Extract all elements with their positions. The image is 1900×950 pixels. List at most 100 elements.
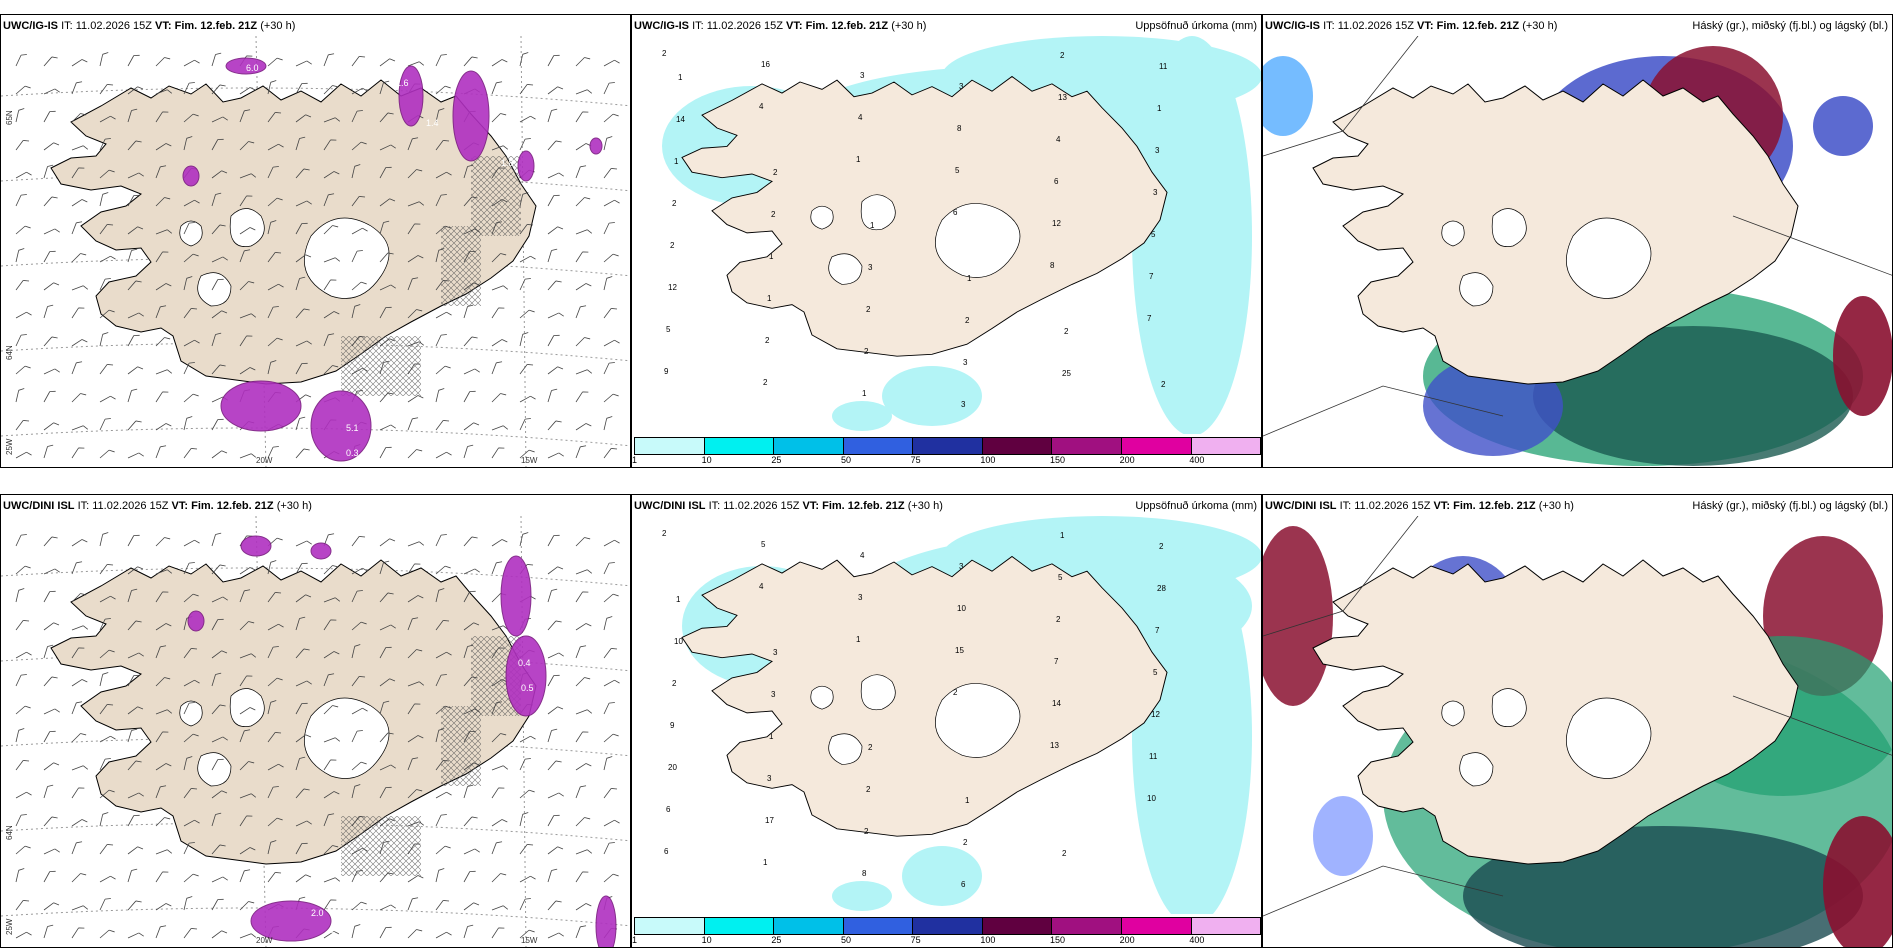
barb-flag (244, 589, 251, 592)
colorbar-label: 10 (701, 935, 712, 945)
barb-staff (463, 902, 474, 911)
barb-staff (71, 393, 81, 403)
precip-value: 2 (1060, 51, 1065, 60)
barb-staff (491, 733, 501, 743)
barb-staff (183, 679, 195, 687)
barb-flag (530, 875, 536, 880)
wind-barb (379, 764, 396, 771)
valid-time: VT: Fim. 12.feb. 21Z (171, 500, 274, 512)
barb-staff (155, 903, 167, 911)
barb-flag (306, 60, 312, 65)
wind-barb (407, 341, 425, 347)
barb-flag (502, 145, 509, 150)
barb-flag (551, 248, 558, 251)
colorbar-swatches (634, 917, 1261, 935)
wind-barb (43, 784, 54, 799)
barb-staff (379, 647, 387, 659)
barb-flag (389, 538, 396, 542)
wind-barb (71, 59, 88, 67)
wind-barb (435, 814, 447, 827)
precip-value: 2 (866, 785, 871, 794)
barb-staff (295, 703, 303, 715)
barb-flag (137, 86, 144, 90)
barb-staff (155, 677, 165, 687)
barb-flag (21, 334, 27, 336)
barb-staff (351, 676, 360, 687)
barb-staff (379, 82, 384, 95)
wind-barb (15, 365, 31, 375)
wind-barb (155, 763, 172, 771)
barb-staff (127, 86, 138, 95)
barb-flag (102, 192, 109, 195)
barb-flag (473, 282, 480, 286)
barb-staff (239, 675, 247, 687)
barb-flag (107, 84, 114, 86)
barb-flag (306, 340, 312, 345)
barb-staff (127, 250, 132, 263)
precip-value: 3 (868, 263, 873, 272)
barb-staff (15, 814, 22, 827)
barb-flag (246, 55, 253, 57)
barb-staff (183, 222, 190, 235)
barb-flag (612, 393, 619, 397)
wind-barb (43, 336, 58, 347)
precip-value: 11 (1149, 752, 1158, 761)
barb-flag (441, 194, 447, 196)
wind-barb (603, 702, 615, 715)
barb-staff (547, 535, 555, 547)
barb-flag (555, 760, 562, 763)
wind-barb (379, 538, 396, 547)
wind-barb (239, 901, 255, 911)
barb-staff (491, 842, 497, 855)
barb-staff (43, 251, 51, 263)
barb-flag (471, 56, 478, 59)
wind-barb (323, 791, 340, 799)
barb-flag (303, 168, 310, 171)
barb-flag (299, 416, 306, 419)
barb-flag (299, 896, 306, 899)
barb-flag (528, 929, 535, 933)
wind-barb (547, 534, 560, 547)
barb-staff (239, 367, 251, 375)
barb-flag (102, 532, 109, 535)
barb-staff (239, 453, 252, 459)
barb-flag (133, 814, 140, 816)
barb-staff (603, 819, 615, 827)
barb-staff (127, 706, 138, 715)
barb-flag (160, 645, 167, 648)
barb-staff (267, 872, 276, 883)
barb-flag (359, 676, 366, 678)
barb-flag (502, 285, 509, 290)
barb-staff (603, 648, 612, 659)
barb-staff (351, 227, 363, 235)
wind-barb (435, 171, 452, 179)
wind-barb (435, 334, 447, 347)
barb-flag (469, 870, 476, 872)
barb-staff (155, 166, 161, 179)
barb-staff (127, 652, 140, 659)
barb-flag (217, 898, 224, 900)
wind-barb (407, 563, 421, 575)
barb-flag (165, 763, 172, 767)
wind-barb (155, 197, 171, 207)
barb-staff (547, 792, 560, 799)
barb-staff (183, 648, 192, 659)
barb-flag (105, 758, 111, 760)
barb-flag (135, 420, 142, 423)
wind-barb (351, 816, 366, 827)
barb-flag (555, 620, 562, 623)
barb-staff (99, 364, 108, 375)
barb-staff (323, 311, 335, 319)
barb-staff (295, 138, 300, 151)
wind-barb (547, 86, 564, 95)
barb-staff (463, 56, 473, 67)
barb-staff (99, 564, 108, 575)
barb-staff (267, 786, 274, 799)
barb-staff (71, 873, 81, 883)
wind-barb (71, 701, 83, 715)
wind-barb (99, 789, 115, 799)
wind-barb (71, 425, 89, 431)
wind-barb (435, 388, 445, 403)
barb-flag (249, 87, 256, 91)
barb-flag (306, 200, 312, 205)
